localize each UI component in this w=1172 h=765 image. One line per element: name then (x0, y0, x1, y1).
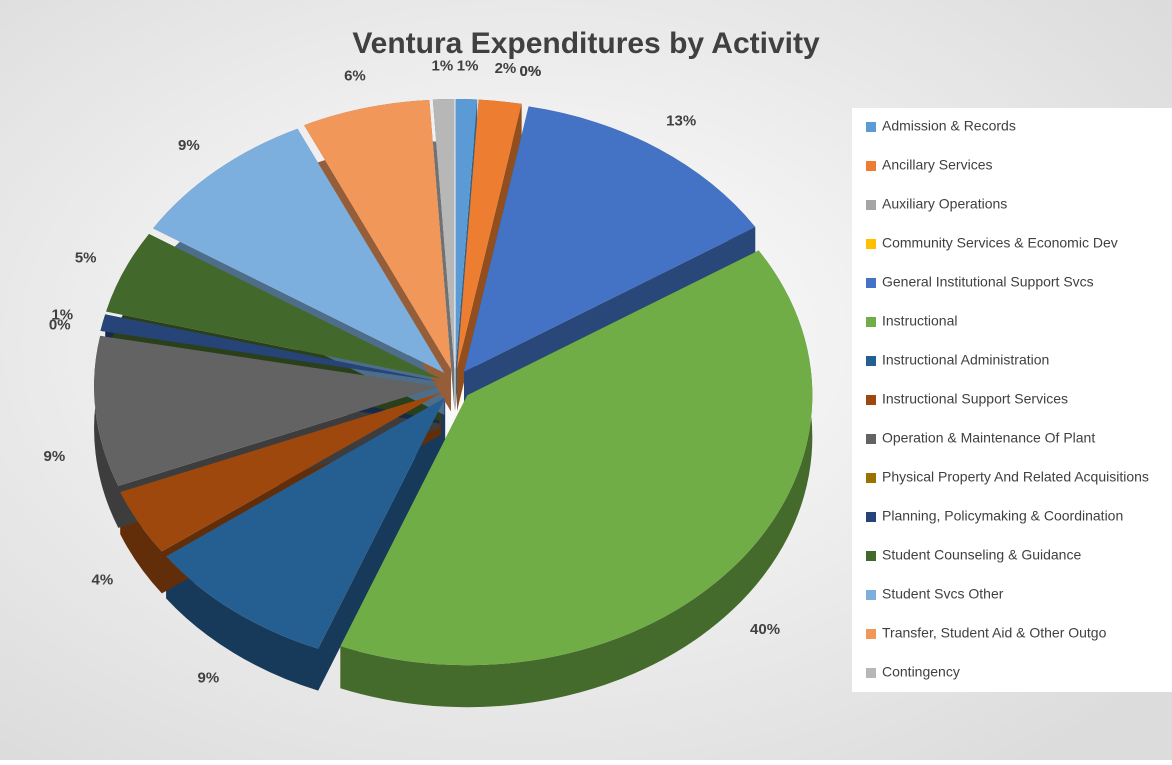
legend-swatch (866, 356, 876, 366)
data-label: 6% (344, 68, 366, 85)
slice (120, 392, 441, 552)
legend-label: Transfer, Student Aid & Other Outgo (882, 625, 1107, 641)
legend-label: Student Counseling & Guidance (882, 547, 1081, 563)
data-label: 2% (495, 60, 517, 77)
slice-side (432, 99, 455, 412)
slice (166, 397, 446, 649)
data-label: 40% (750, 621, 780, 638)
data-label: 5% (75, 250, 97, 267)
legend-swatch (866, 161, 876, 171)
legend-label: Instructional Support Services (882, 391, 1068, 407)
slice (94, 335, 440, 486)
legend-label: Instructional (882, 313, 957, 329)
legend-swatch (866, 473, 876, 483)
data-label: 0% (49, 316, 71, 333)
legend-label: Admission & Records (882, 118, 1016, 134)
legend-label: Auxiliary Operations (882, 196, 1007, 212)
slice (457, 99, 522, 370)
slice (455, 99, 478, 370)
legend-label: Instructional Administration (882, 352, 1049, 368)
legend-swatch (866, 512, 876, 522)
slice (106, 233, 441, 379)
legend-label: Community Services & Economic Dev (882, 235, 1118, 251)
legend-swatch (866, 668, 876, 678)
data-label: 1% (457, 58, 479, 75)
slice (100, 314, 440, 382)
legend-swatch (866, 434, 876, 444)
legend-box (852, 108, 1172, 692)
legend-label: Contingency (882, 664, 960, 680)
data-label: 9% (178, 137, 200, 154)
data-label: 0% (520, 63, 542, 80)
data-label: 9% (44, 448, 66, 465)
slice (304, 100, 452, 370)
legend-swatch (866, 551, 876, 561)
legend-label: Ancillary Services (882, 157, 992, 173)
legend-swatch (866, 590, 876, 600)
slice (463, 106, 756, 372)
data-label: 1% (51, 307, 73, 324)
legend-label: Planning, Policymaking & Coordination (882, 508, 1123, 524)
data-label: 0% (520, 63, 542, 80)
slice (153, 128, 445, 373)
slice (432, 99, 455, 370)
slice (340, 250, 813, 666)
legend-label: Operation & Maintenance Of Plant (882, 430, 1095, 446)
legend-swatch (866, 317, 876, 327)
legend-swatch (866, 239, 876, 249)
legend-label: General Institutional Support Svcs (882, 274, 1094, 290)
legend-swatch (866, 629, 876, 639)
chart-title: Ventura Expenditures by Activity (352, 27, 820, 60)
legend-swatch (866, 200, 876, 210)
data-label: 1% (432, 58, 454, 75)
legend-swatch (866, 278, 876, 288)
legend-swatch (866, 122, 876, 132)
legend-swatch (866, 395, 876, 405)
legend-label: Student Svcs Other (882, 586, 1004, 602)
data-label: 13% (666, 113, 696, 130)
data-label: 4% (92, 571, 114, 588)
legend-label: Physical Property And Related Acquisitio… (882, 469, 1149, 485)
data-label: 9% (198, 670, 220, 687)
